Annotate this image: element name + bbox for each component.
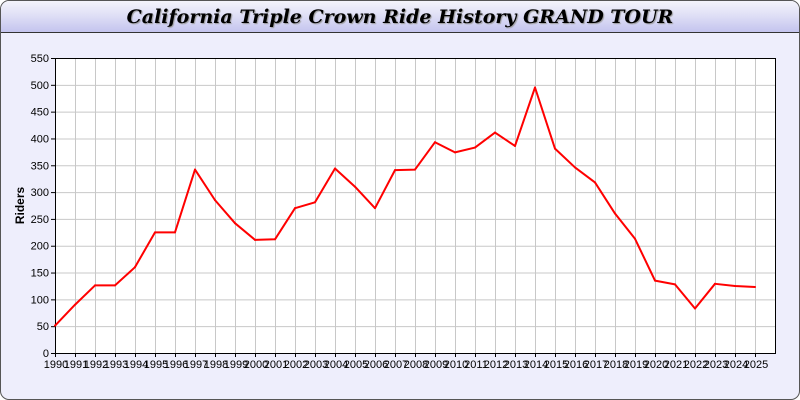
data-point <box>654 279 656 282</box>
data-point <box>94 284 96 287</box>
data-point <box>134 266 136 269</box>
x-tick-label: 1998 <box>204 359 228 371</box>
data-point <box>514 144 516 147</box>
x-tick-label: 1990 <box>44 359 68 371</box>
data-point <box>74 303 76 306</box>
y-tick-label: 50 <box>37 321 49 333</box>
data-point <box>554 147 556 150</box>
y-tick-label: 550 <box>31 53 49 65</box>
data-point <box>114 284 116 287</box>
y-tick-label: 500 <box>31 80 49 92</box>
x-tick-label: 2016 <box>564 359 588 371</box>
data-point <box>354 185 356 188</box>
data-point <box>414 168 416 171</box>
x-tick-label: 2017 <box>584 359 608 371</box>
x-tick-label: 2006 <box>364 359 388 371</box>
plot-border <box>55 58 776 354</box>
x-tick-label: 2022 <box>684 359 708 371</box>
x-tick-label: 2007 <box>384 359 408 371</box>
data-point <box>174 231 176 234</box>
data-point <box>294 207 296 210</box>
x-tick-label: 2012 <box>484 359 508 371</box>
data-point <box>574 166 576 169</box>
data-point <box>314 201 316 204</box>
data-point <box>194 168 196 171</box>
data-point <box>334 167 336 170</box>
x-tick-label: 2025 <box>744 359 768 371</box>
x-tick-label: 2019 <box>624 359 648 371</box>
y-axis-label: Riders <box>13 187 27 225</box>
data-point <box>714 282 716 285</box>
data-point <box>454 151 456 154</box>
x-tick-label: 2015 <box>544 359 568 371</box>
data-point <box>694 307 696 310</box>
x-tick-label: 1992 <box>84 359 108 371</box>
data-point <box>54 324 56 327</box>
y-tick-label: 150 <box>31 268 49 280</box>
y-tick-label: 100 <box>31 294 49 306</box>
x-tick-label: 2009 <box>424 359 448 371</box>
y-tick-label: 450 <box>31 107 49 119</box>
title-bar: California Triple Crown Ride History GRA… <box>1 1 799 33</box>
x-tick-label: 2008 <box>404 359 428 371</box>
x-tick-label: 2004 <box>324 359 348 371</box>
x-tick-label: 2000 <box>244 359 268 371</box>
x-tick-label: 2021 <box>664 359 688 371</box>
data-point <box>754 286 756 289</box>
chart-title: California Triple Crown Ride History GRA… <box>126 6 674 28</box>
x-tick-label: 2003 <box>304 359 328 371</box>
x-tick-label: 2024 <box>724 359 748 371</box>
data-point <box>214 199 216 202</box>
y-tick-label: 300 <box>31 187 49 199</box>
y-tick-label: 0 <box>43 348 49 360</box>
x-tick-label: 2011 <box>464 359 488 371</box>
y-tick-label: 250 <box>31 214 49 226</box>
x-tick-label: 2013 <box>504 359 528 371</box>
data-point <box>534 86 536 89</box>
x-tick-label: 1999 <box>224 359 248 371</box>
data-point <box>674 283 676 286</box>
x-tick-label: 1991 <box>64 359 88 371</box>
data-point <box>254 238 256 241</box>
data-point <box>634 237 636 240</box>
x-tick-label: 1993 <box>104 359 128 371</box>
data-point <box>394 169 396 172</box>
data-point <box>474 146 476 149</box>
data-point <box>434 141 436 144</box>
data-point <box>594 181 596 184</box>
x-tick-label: 2023 <box>704 359 728 371</box>
y-tick-label: 350 <box>31 160 49 172</box>
x-tick-label: 2014 <box>524 359 548 371</box>
x-tick-label: 1994 <box>124 359 148 371</box>
x-tick-label: 1997 <box>184 359 208 371</box>
series-line <box>54 86 756 327</box>
data-point <box>234 222 236 225</box>
x-tick-label: 2005 <box>344 359 368 371</box>
y-tick-label: 400 <box>31 133 49 145</box>
data-point <box>374 207 376 210</box>
x-tick-label: 2001 <box>264 359 288 371</box>
data-point <box>734 284 736 287</box>
data-point <box>614 212 616 215</box>
data-point <box>154 231 156 234</box>
x-tick-label: 1995 <box>144 359 168 371</box>
x-tick-label: 1996 <box>164 359 188 371</box>
x-tick-label: 2010 <box>444 359 468 371</box>
data-point <box>494 131 496 134</box>
x-tick-label: 2020 <box>644 359 668 371</box>
data-point <box>274 238 276 241</box>
x-tick-label: 2002 <box>284 359 308 371</box>
y-tick-label: 200 <box>31 241 49 253</box>
x-tick-label: 2018 <box>604 359 628 371</box>
